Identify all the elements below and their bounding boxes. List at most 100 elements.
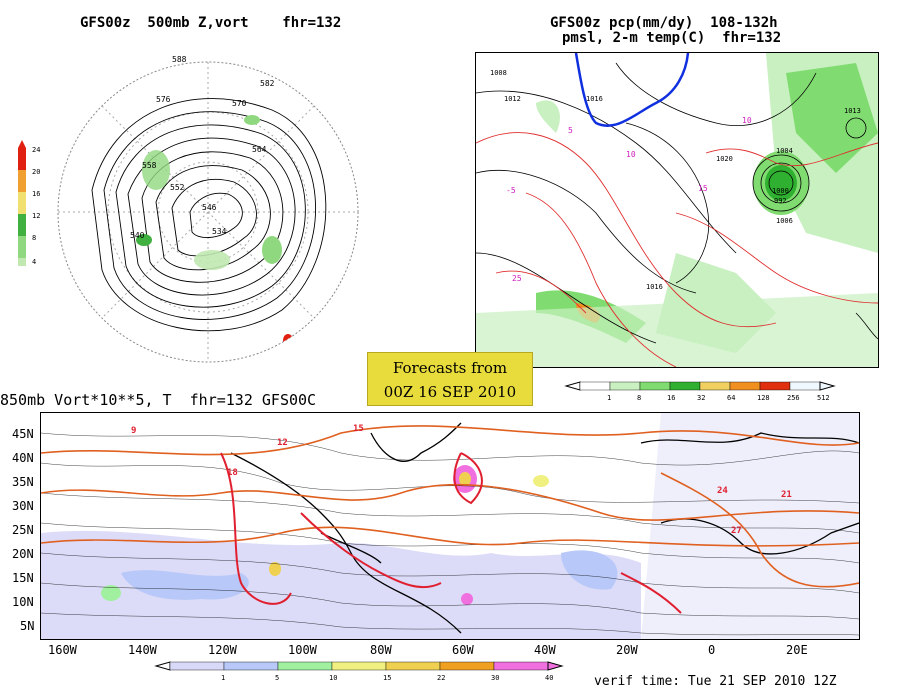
precip-legend-swatch (669, 381, 701, 391)
svg-text:24: 24 (717, 486, 728, 496)
lon-label: 100W (288, 643, 317, 657)
tropics-legend-swatch (331, 661, 387, 671)
svg-text:5: 5 (568, 126, 573, 135)
tropics-850mb-map: 9 12 15 18 21 24 27 (40, 412, 860, 640)
svg-text:992: 992 (774, 197, 787, 205)
tropics-legend-swatch (277, 661, 333, 671)
tropics-legend-tick: 22 (437, 674, 445, 682)
lat-label: 30N (12, 499, 34, 513)
polar-legend-swatch (18, 148, 26, 170)
lat-label: 40N (12, 451, 34, 465)
polar-legend-swatch (18, 170, 26, 192)
tropics-legend: 1 5 10 15 22 30 40 (150, 660, 590, 690)
polar-map-svg: 588 582 576 570 564 558 552 546 540 534 (57, 55, 359, 363)
svg-text:1000: 1000 (772, 187, 789, 195)
svg-text:15: 15 (698, 184, 708, 193)
tropics-legend-svg: 1 5 10 15 22 30 40 (154, 661, 564, 682)
precip-legend-svg: 1 8 16 32 64 128 256 512 (564, 381, 836, 402)
polar-500mb-map: 588 582 576 570 564 558 552 546 540 534 (52, 40, 364, 370)
lat-label: 10N (12, 595, 34, 609)
svg-text:588: 588 (172, 55, 187, 64)
precip-legend: 1 8 16 32 64 128 256 512 (560, 380, 860, 410)
precip-legend-swatch (729, 381, 761, 391)
svg-text:1004: 1004 (776, 147, 793, 155)
precip-map-svg: 1008 1012 1016 1020 1004 1000 992 1013 1… (476, 53, 878, 367)
svg-text:540: 540 (130, 231, 145, 240)
lat-label: 20N (12, 547, 34, 561)
svg-text:582: 582 (260, 79, 275, 88)
svg-text:546: 546 (202, 203, 217, 212)
lon-label: 40W (534, 643, 556, 657)
precip-legend-tick: 128 (757, 394, 770, 402)
svg-text:1013: 1013 (844, 107, 861, 115)
tropics-temperature-contours (41, 425, 859, 588)
precip-pressure-labels: 1008 1012 1016 1020 1004 1000 992 1013 1… (490, 69, 861, 291)
precip-pmsl-isobars (476, 62, 878, 344)
svg-text:1012: 1012 (504, 95, 521, 103)
svg-text:12: 12 (277, 438, 288, 448)
tropics-panel-title: 850mb Vort*10**5, T fhr=132 GFS00C (0, 391, 317, 409)
tropics-streamlines (41, 432, 859, 636)
tropics-map-svg: 9 12 15 18 21 24 27 (41, 413, 859, 639)
forecast-line1: Forecasts from (392, 359, 508, 377)
polar-legend-swatch (18, 214, 26, 236)
tropics-legend-tick: 1 (221, 674, 225, 682)
tropics-18c-contour (220, 452, 682, 614)
svg-text:558: 558 (142, 161, 157, 170)
lon-label: 160W (48, 643, 77, 657)
lon-label: 80W (370, 643, 392, 657)
polar-legend-svg: 24 20 16 12 8 4 (18, 140, 40, 266)
svg-text:534: 534 (212, 227, 227, 236)
precip-legend-tick: 1 (607, 394, 611, 402)
polar-panel-title: GFS00z 500mb Z,vort fhr=132 (80, 15, 342, 31)
tropics-legend-swatch (493, 661, 549, 671)
precip-legend-left-arrow (564, 381, 581, 391)
precip-freezing-line (574, 53, 690, 127)
precip-panel-title-line2: pmsl, 2-m temp(C) fhr=132 (562, 30, 782, 46)
polar-legend-tick: 20 (32, 168, 40, 176)
tropics-legend-right-arrow (547, 661, 564, 671)
svg-text:1020: 1020 (716, 155, 733, 163)
tropics-legend-swatch (223, 661, 279, 671)
polar-legend-tick: 12 (32, 212, 40, 220)
svg-text:1006: 1006 (776, 217, 793, 225)
tropics-legend-tick: 30 (491, 674, 499, 682)
svg-text:576: 576 (156, 95, 171, 104)
precip-legend-swatch (699, 381, 731, 391)
tropics-legend-tick: 40 (545, 674, 553, 682)
polar-legend-swatch (18, 192, 26, 214)
precip-legend-tick: 32 (697, 394, 705, 402)
svg-text:570: 570 (232, 99, 247, 108)
verification-time: verif time: Tue 21 SEP 2010 12Z (594, 674, 837, 689)
lon-label: 60W (452, 643, 474, 657)
precip-legend-tick: 512 (817, 394, 830, 402)
tropics-legend-left-arrow (154, 661, 171, 671)
svg-text:564: 564 (252, 145, 267, 154)
forecast-line2: 00Z 16 SEP 2010 (383, 383, 517, 401)
polar-legend-tick: 4 (32, 258, 36, 266)
svg-text:1016: 1016 (586, 95, 603, 103)
tropics-legend-tick: 5 (275, 674, 279, 682)
precip-legend-tick: 256 (787, 394, 800, 402)
svg-text:-5: -5 (506, 186, 516, 195)
tropics-legend-tick: 15 (383, 674, 391, 682)
lat-label: 45N (12, 427, 34, 441)
svg-text:27: 27 (731, 526, 742, 536)
tropics-legend-swatch (385, 661, 441, 671)
precip-legend-swatch (759, 381, 791, 391)
tropics-legend-swatch (439, 661, 495, 671)
svg-text:18: 18 (227, 468, 238, 478)
precip-legend-swatch (579, 381, 611, 391)
svg-text:9: 9 (131, 426, 136, 436)
precip-temperature-contours (476, 132, 878, 367)
lat-label: 5N (20, 619, 35, 633)
svg-text:1016: 1016 (646, 283, 663, 291)
precip-map: 1008 1012 1016 1020 1004 1000 992 1013 1… (475, 52, 879, 368)
polar-legend-tick: 8 (32, 234, 36, 242)
precip-legend-tick: 8 (637, 394, 641, 402)
precip-shading (476, 53, 878, 367)
lon-label: 140W (128, 643, 157, 657)
svg-text:1008: 1008 (490, 69, 507, 77)
tropics-legend-swatch (169, 661, 225, 671)
svg-text:552: 552 (170, 183, 185, 192)
